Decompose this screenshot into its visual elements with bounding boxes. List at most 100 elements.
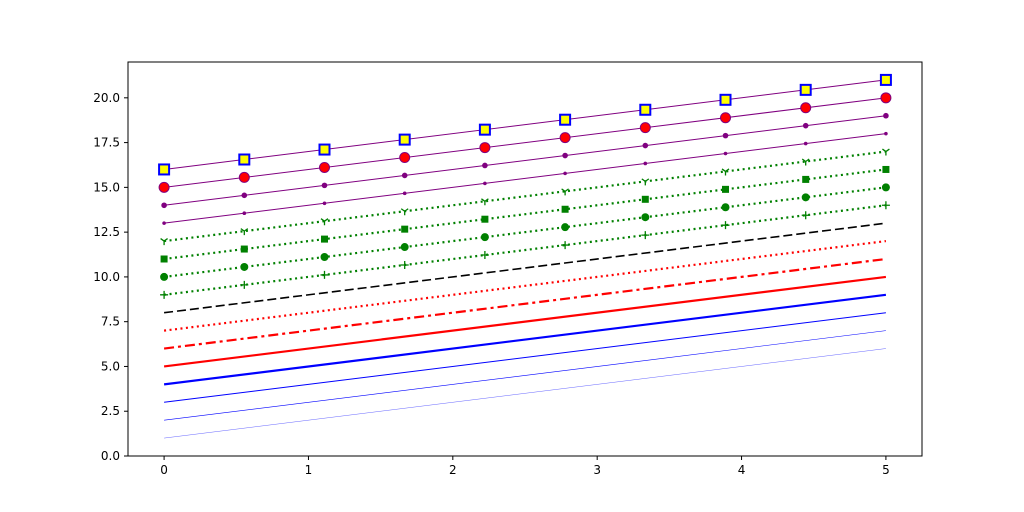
point-marker [402, 191, 407, 196]
circle-marker [639, 122, 651, 134]
tri-down-marker [561, 188, 569, 196]
point-marker [162, 221, 166, 225]
circle-marker [400, 243, 409, 252]
series-7 [163, 239, 887, 332]
series-line [163, 150, 887, 243]
series-layer [158, 73, 892, 439]
series-1 [164, 348, 886, 439]
series-line [164, 133, 886, 224]
plus-marker [160, 290, 169, 299]
plus-marker [641, 231, 650, 240]
square-marker [561, 205, 569, 213]
series-8 [163, 222, 887, 314]
x-tick-label: 2 [449, 463, 457, 477]
circle-marker [238, 171, 250, 183]
circle-marker [641, 213, 650, 222]
series-6 [163, 257, 887, 350]
square-marker [240, 245, 248, 253]
series-line [163, 239, 887, 332]
series-line [164, 97, 886, 188]
axis-layer: 0 1 2 3 4 5 0.0 2.5 5.0 7.5 10.0 12.5 15.0 17.5 20.0 [93, 91, 889, 477]
square-marker [802, 175, 810, 183]
y-tick-label: 17.5 [93, 136, 120, 150]
series-line [164, 79, 886, 170]
circle-marker [562, 152, 568, 159]
point-marker [563, 171, 567, 176]
square-marker [160, 255, 168, 263]
tri-down-marker [801, 158, 810, 166]
tri-down-marker [400, 208, 409, 216]
series-16 [158, 73, 892, 176]
x-tick-label: 3 [593, 463, 601, 477]
circle-marker [642, 142, 649, 149]
tri-down-marker [240, 228, 249, 236]
plus-marker [400, 260, 409, 269]
circle-marker [158, 181, 170, 193]
series-2 [164, 330, 886, 421]
series-15 [158, 92, 892, 193]
y-tick-label: 7.5 [101, 315, 120, 329]
plus-marker [801, 211, 810, 220]
circle-marker [722, 132, 729, 139]
series-3 [164, 312, 886, 403]
square-marker [882, 165, 890, 173]
tri-down-marker [160, 238, 168, 246]
point-marker [723, 151, 728, 156]
circle-marker [318, 161, 330, 173]
y-tick-label: 10.0 [93, 270, 120, 284]
point-marker [643, 161, 648, 166]
x-tick-label: 0 [160, 463, 168, 477]
circle-marker [321, 182, 328, 189]
square-marker [641, 195, 649, 203]
circle-marker [883, 112, 889, 119]
square-marker [320, 235, 328, 243]
y-tick-label: 5.0 [101, 359, 120, 373]
circle-marker [160, 272, 169, 281]
square-marker [879, 73, 892, 86]
circle-marker [881, 183, 890, 192]
square-marker [238, 153, 251, 166]
x-tick-label: 4 [738, 463, 746, 477]
series-4 [163, 293, 887, 386]
series-10 [160, 183, 890, 281]
circle-marker [801, 193, 810, 202]
y-tick-label: 20.0 [93, 91, 120, 105]
circle-marker [401, 172, 408, 179]
series-12 [160, 148, 890, 246]
series-line [164, 330, 886, 421]
plot-frame [127, 61, 923, 457]
square-marker [318, 143, 331, 156]
point-marker [884, 131, 888, 136]
square-marker [559, 113, 572, 126]
tri-down-marker [882, 148, 890, 156]
circle-marker [399, 152, 411, 164]
series-line [163, 204, 887, 296]
square-marker [719, 93, 732, 106]
series-line [163, 168, 887, 261]
series-13 [162, 131, 888, 225]
point-marker [242, 211, 247, 216]
circle-marker [240, 262, 249, 271]
x-tick-label: 5 [882, 463, 890, 477]
square-marker [478, 123, 491, 136]
circle-marker [802, 122, 809, 129]
tri-down-marker [641, 178, 650, 186]
plus-marker [721, 221, 730, 230]
series-line [164, 348, 886, 439]
series-11 [160, 165, 890, 263]
plus-marker [320, 270, 329, 279]
series-line [164, 312, 886, 403]
circle-marker [561, 223, 570, 232]
point-marker [483, 181, 487, 186]
circle-marker [720, 112, 732, 124]
series-line [163, 275, 887, 368]
circle-marker [800, 102, 812, 114]
circle-marker [161, 202, 167, 209]
circle-marker [880, 92, 892, 104]
square-marker [398, 133, 411, 146]
series-line [163, 257, 887, 350]
point-marker [803, 141, 808, 146]
circle-marker [241, 192, 248, 199]
circle-marker [559, 132, 571, 144]
